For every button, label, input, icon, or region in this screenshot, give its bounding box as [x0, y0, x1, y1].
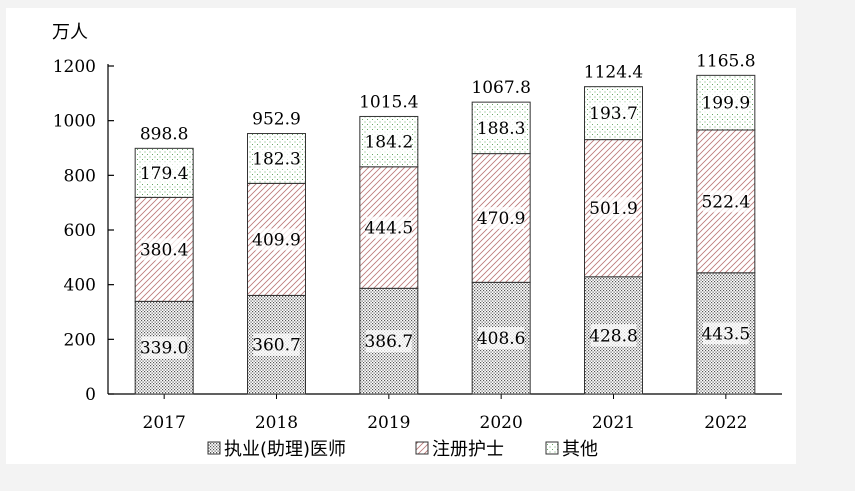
y-tick-label: 600: [64, 221, 96, 241]
data-label-backdrop: [365, 216, 412, 239]
x-tick-label: 2017: [143, 413, 186, 433]
data-label-backdrop: [702, 322, 749, 345]
legend-swatch: [207, 441, 221, 455]
legend-label: 注册护士: [432, 439, 504, 460]
data-label: 386.7: [364, 332, 413, 352]
data-label: 501.9: [589, 199, 638, 219]
data-label-backdrop: [702, 91, 749, 114]
chart-panel: 万人 0 200 400 600 800 1000 1200 2017 2018 2019 2020…: [6, 8, 796, 464]
data-label: 188.3: [477, 119, 526, 139]
data-label-backdrop: [141, 161, 188, 184]
data-label-backdrop: [141, 336, 188, 359]
y-tick-label: 0: [85, 385, 96, 405]
data-label-backdrop: [253, 228, 300, 251]
total-label: 898.8: [140, 124, 189, 144]
x-tick-label: 2020: [480, 413, 523, 433]
data-label: 408.6: [477, 329, 526, 349]
total-label: 952.9: [252, 110, 301, 130]
data-label: 182.3: [252, 149, 301, 169]
y-tick-label: 1000: [53, 112, 96, 132]
y-tick-label: 400: [64, 276, 96, 296]
y-tick-label: 1200: [53, 57, 96, 77]
data-label: 444.5: [364, 219, 413, 239]
data-label: 380.4: [140, 240, 189, 260]
data-label: 179.4: [140, 164, 189, 184]
x-tick-label: 2018: [255, 413, 298, 433]
data-label-backdrop: [365, 130, 412, 153]
data-label: 193.7: [589, 104, 638, 124]
y-unit-label: 万人: [52, 22, 88, 43]
data-label: 184.2: [364, 133, 413, 153]
data-label-backdrop: [702, 190, 749, 213]
axes: 0 200 400 600 800 1000 1200 2017 2018 2019 2020 202…: [53, 57, 782, 433]
x-tick-label: 2022: [704, 413, 747, 433]
data-label-backdrop: [590, 197, 637, 220]
y-tick-label: 800: [64, 166, 96, 186]
data-label: 470.9: [477, 209, 526, 229]
total-label: 1067.8: [471, 78, 530, 98]
data-label: 443.5: [701, 324, 750, 344]
data-label-backdrop: [141, 238, 188, 261]
data-label-backdrop: [253, 147, 300, 170]
legend-label: 其他: [562, 439, 598, 460]
data-label-backdrop: [478, 327, 525, 350]
bars: 339.0 380.4 179.4 898.8 360.7 409.9 182.3 952.9…: [134, 51, 756, 395]
data-label-backdrop: [365, 330, 412, 353]
y-tick-label: 200: [64, 330, 96, 350]
data-label-backdrop: [478, 116, 525, 139]
legend: 执业(助理)医师 注册护士 其他: [207, 439, 598, 460]
total-label: 1124.4: [584, 63, 643, 83]
data-label: 339.0: [140, 339, 189, 359]
legend-swatch: [415, 441, 429, 455]
data-label: 409.9: [252, 230, 301, 250]
data-label: 522.4: [701, 192, 750, 212]
data-label: 199.9: [701, 94, 750, 114]
stacked-bar-chart: 万人 0 200 400 600 800 1000 1200 2017 2018 2019 2020…: [52, 22, 782, 460]
data-label: 360.7: [252, 336, 301, 356]
legend-swatch: [545, 441, 559, 455]
legend-label: 执业(助理)医师: [224, 439, 346, 460]
total-label: 1165.8: [696, 51, 755, 71]
data-label: 428.8: [589, 326, 638, 346]
data-label-backdrop: [253, 333, 300, 356]
x-tick-label: 2021: [592, 413, 635, 433]
x-tick-label: 2019: [367, 413, 410, 433]
data-label-backdrop: [478, 206, 525, 229]
data-label-backdrop: [590, 324, 637, 347]
data-label-backdrop: [590, 102, 637, 125]
total-label: 1015.4: [359, 92, 418, 112]
